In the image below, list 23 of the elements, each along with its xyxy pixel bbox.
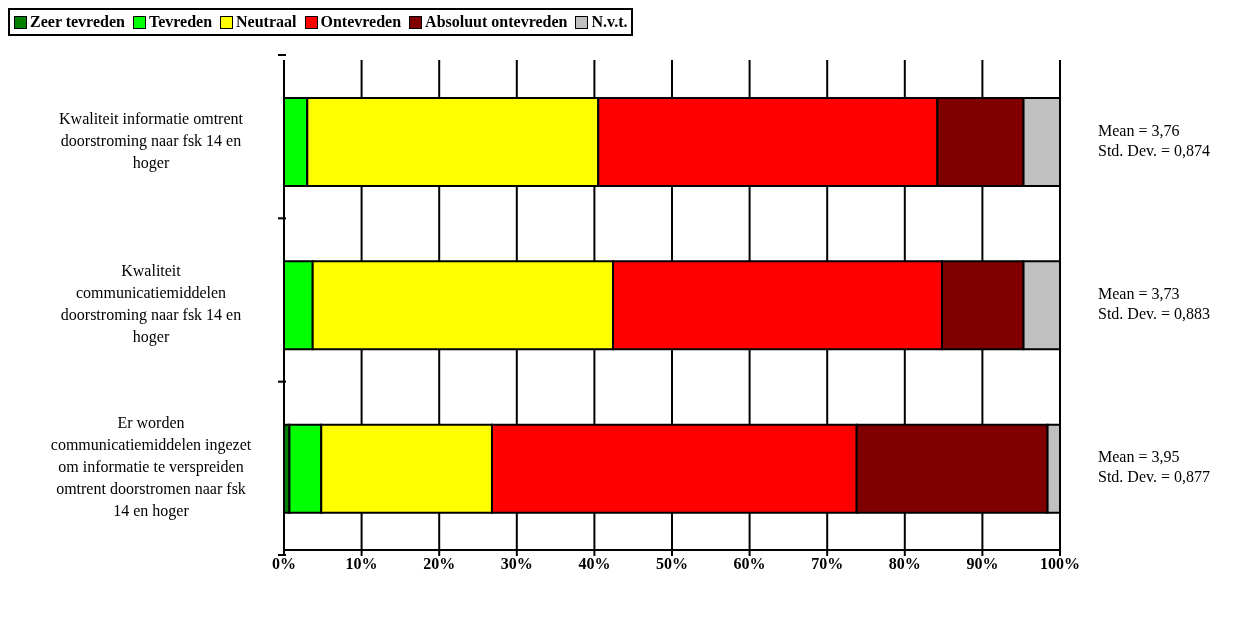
x-tick-label: 90% bbox=[966, 555, 999, 573]
x-tick-label: 20% bbox=[423, 555, 456, 573]
x-tick-label: 70% bbox=[811, 555, 844, 573]
legend-label: Absoluut ontevreden bbox=[424, 13, 568, 31]
legend-label: N.v.t. bbox=[590, 13, 628, 31]
x-tick-label: 30% bbox=[500, 555, 533, 573]
x-tick-label: 50% bbox=[656, 555, 688, 573]
legend-label: Zeer tevreden bbox=[29, 13, 125, 31]
y-tick-label: Er worden communicatiemiddelen ingezet om informatie te verspreiden omtrent doorstromen naar fsk 14 en hoger bbox=[50, 414, 252, 521]
x-tick-label: 60% bbox=[733, 555, 766, 573]
legend-label: Ontevreden bbox=[319, 13, 402, 31]
y-tick-label: Kwaliteit communicatiemiddelen doorstroming naar fsk 14 en hoger bbox=[60, 261, 242, 346]
x-tick-label: 40% bbox=[578, 555, 611, 573]
y-tick-label: Kwaliteit informatie omtrent doorstroming naar fsk 14 en hoger bbox=[59, 109, 244, 172]
x-tick-label: 10% bbox=[345, 555, 378, 573]
text: Mean = 3,76 Std. Dev. = 0,874 bbox=[1098, 121, 1210, 159]
text: Mean = 3,73 Std. Dev. = 0,883 bbox=[1098, 284, 1210, 322]
legend-label: Tevreden bbox=[147, 13, 213, 31]
text: Mean = 3,95 Std. Dev. = 0,877 bbox=[1098, 448, 1210, 486]
x-tick-label: 0% bbox=[272, 555, 296, 573]
x-tick-label: 100% bbox=[1040, 555, 1080, 573]
x-tick-label: 80% bbox=[888, 555, 921, 573]
legend-label: Neutraal bbox=[235, 13, 297, 31]
